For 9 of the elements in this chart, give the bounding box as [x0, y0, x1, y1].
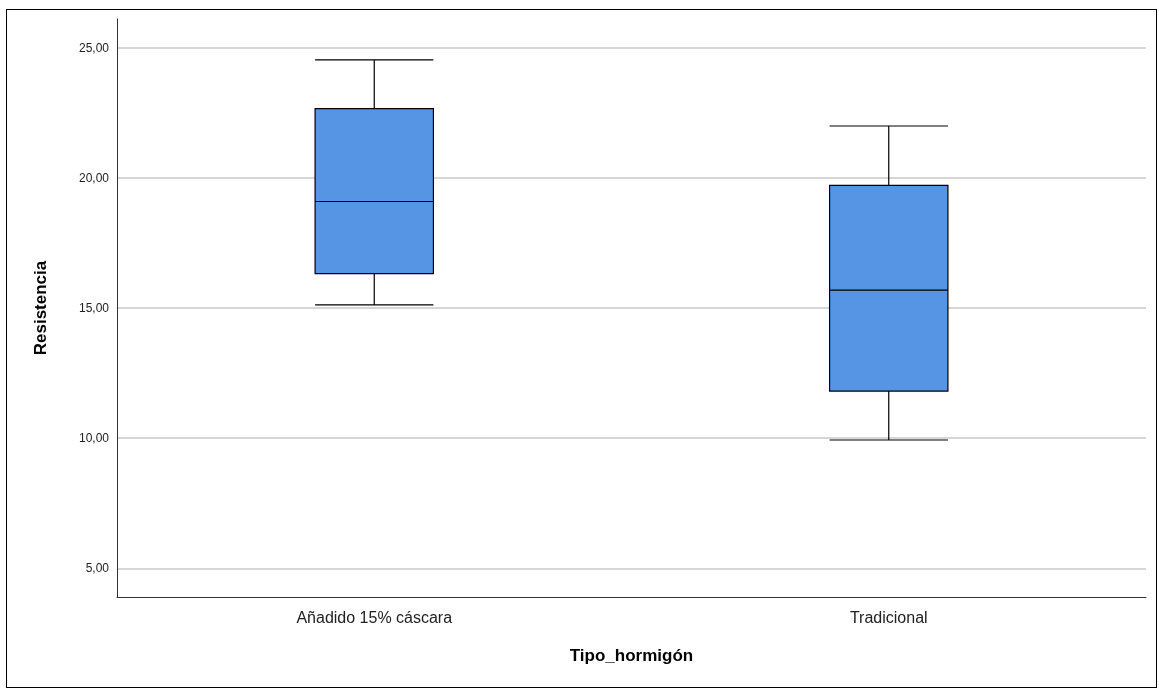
- y-tick-label: 10,00: [78, 431, 110, 446]
- x-axis-title: Tipo_hormigón: [569, 646, 694, 665]
- x-tick-label: Añadido 15% cáscara: [296, 608, 453, 626]
- y-axis-title: Resistencia: [31, 260, 50, 356]
- x-tick-label: Tradicional: [849, 608, 928, 626]
- y-tick-label: 20,00: [78, 170, 110, 185]
- y-tick-label: 25,00: [78, 40, 110, 55]
- y-tick-label: 5,00: [85, 561, 110, 576]
- y-tick-label: 15,00: [78, 301, 110, 315]
